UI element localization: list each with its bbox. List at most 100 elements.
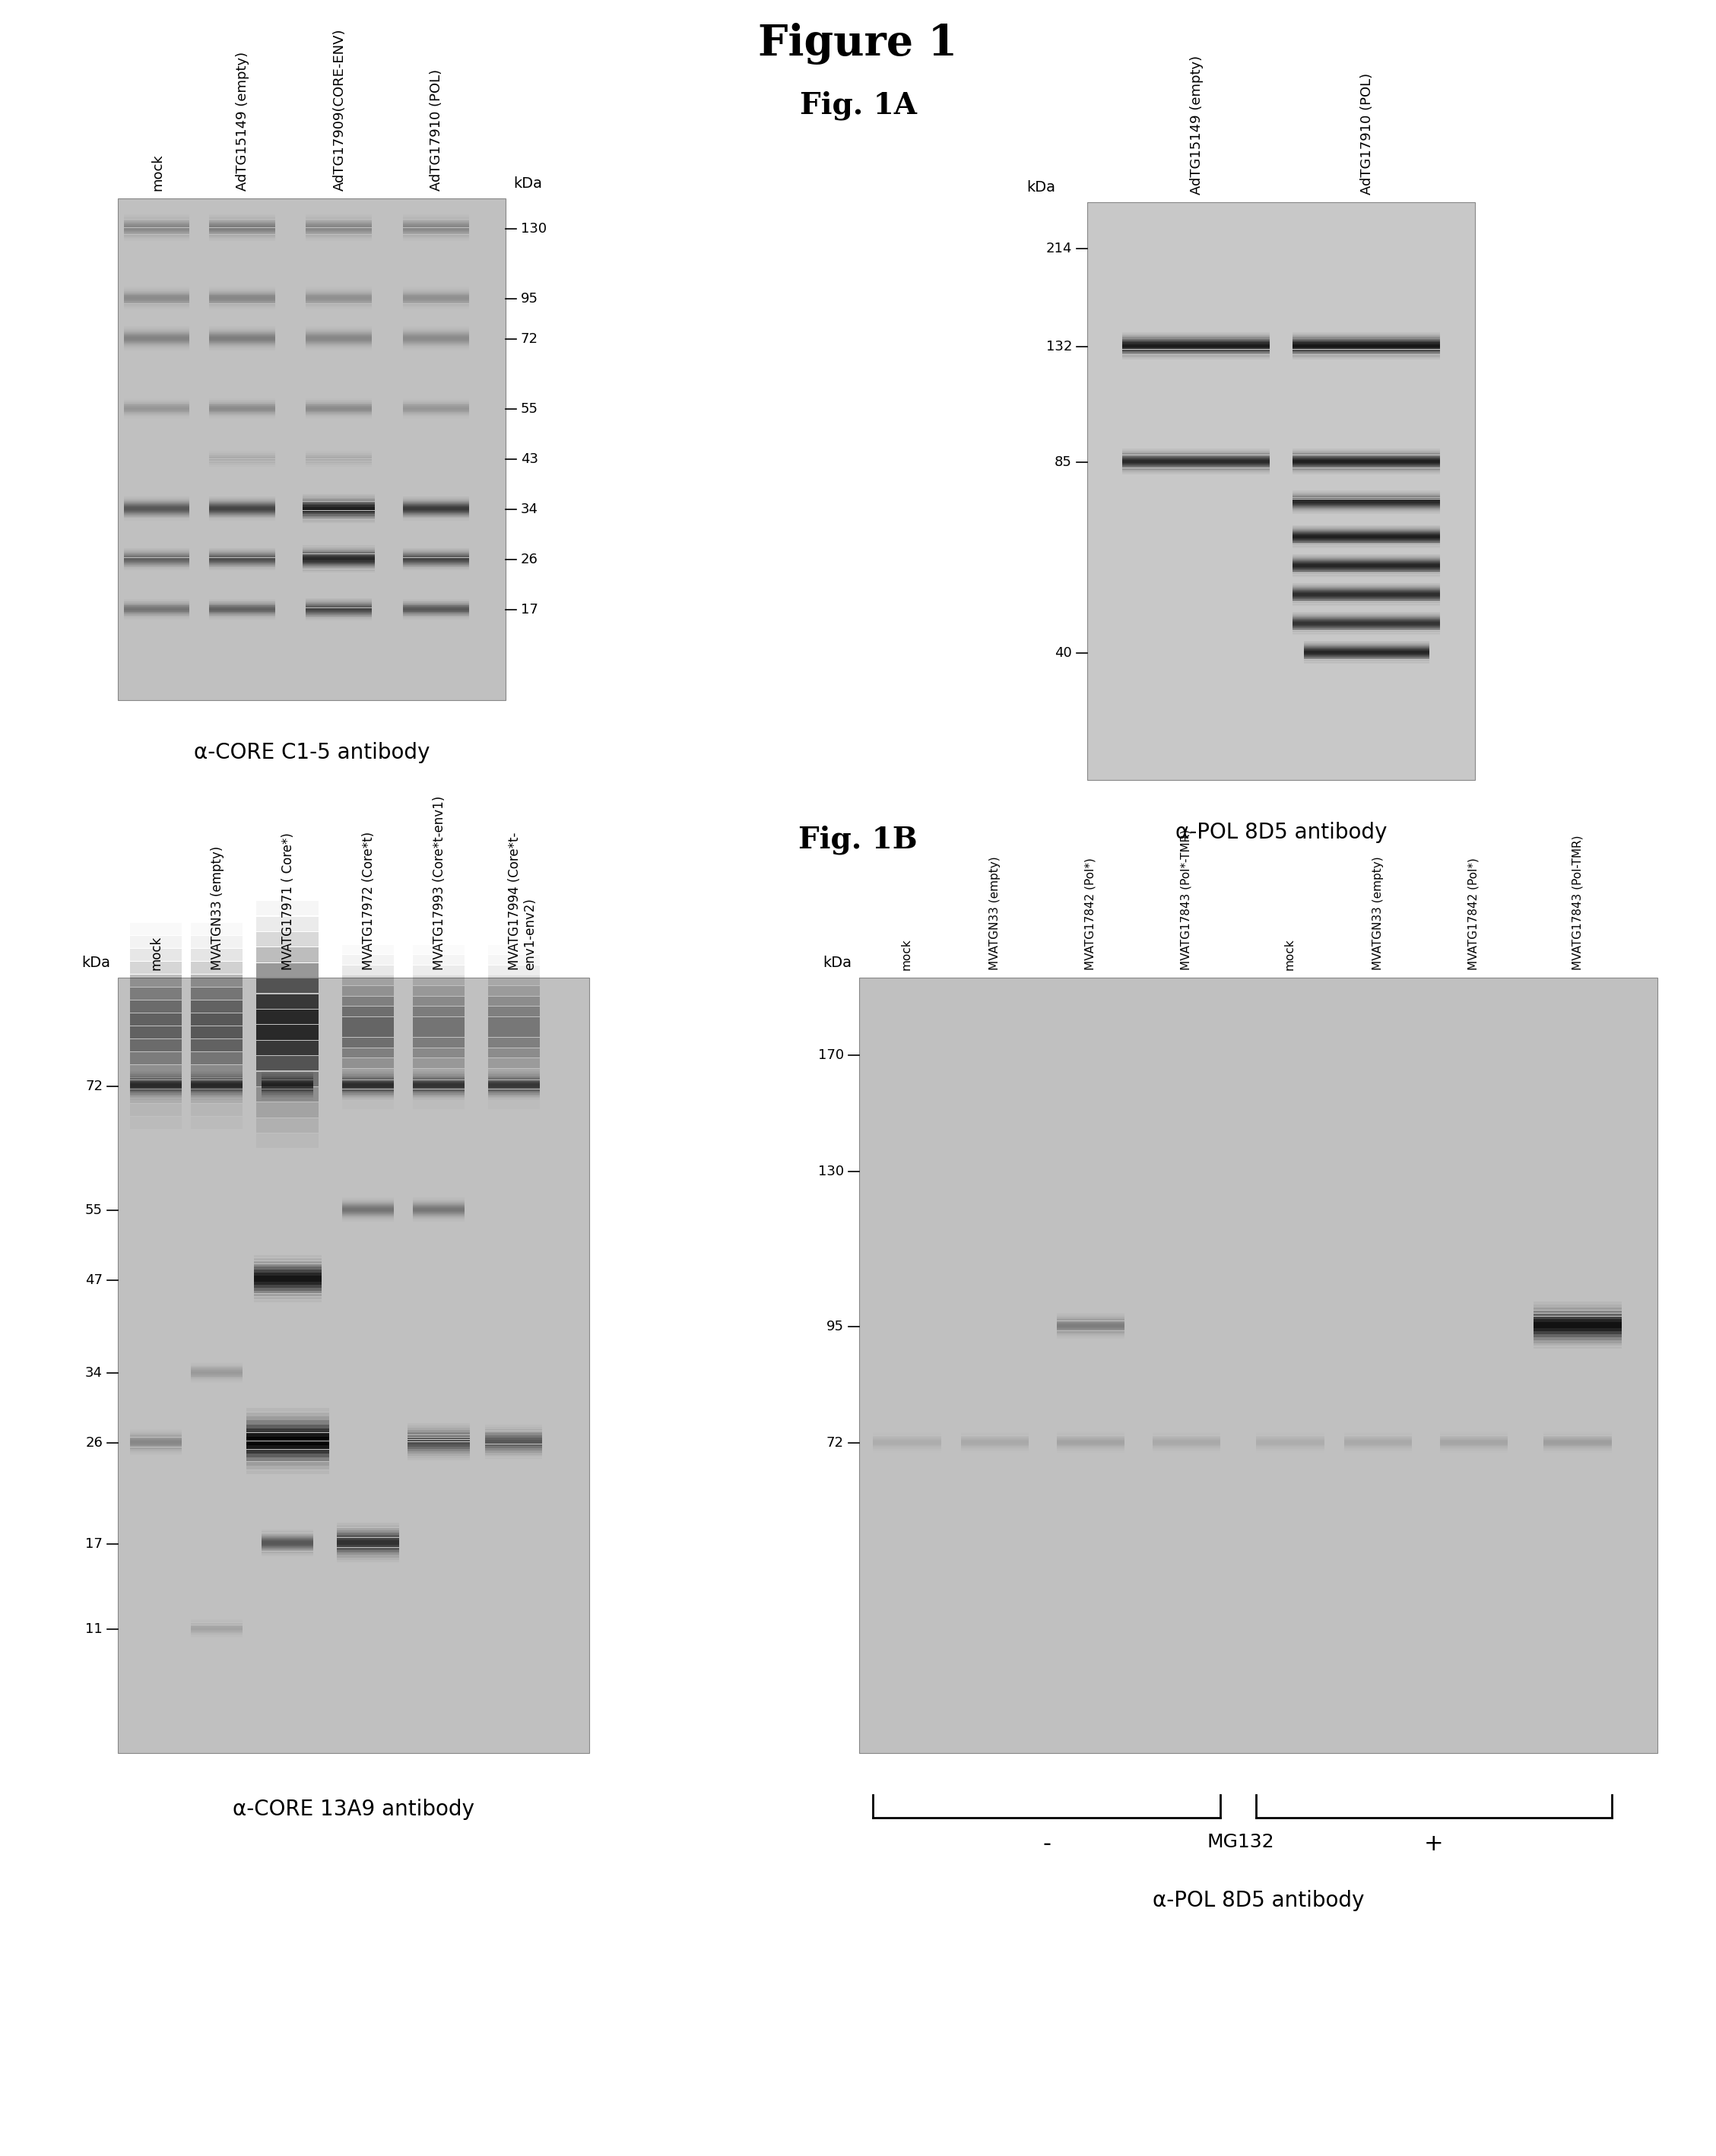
- Bar: [1534, 1337, 1622, 1341]
- Bar: [412, 1080, 465, 1089]
- Bar: [336, 1535, 398, 1537]
- Bar: [341, 1007, 393, 1015]
- Bar: [487, 1048, 541, 1059]
- Bar: [256, 994, 319, 1009]
- Bar: [130, 936, 182, 949]
- Text: 132: 132: [1045, 341, 1072, 354]
- Bar: [487, 977, 541, 985]
- Bar: [245, 1470, 329, 1475]
- Bar: [130, 1091, 182, 1104]
- Bar: [245, 1440, 329, 1445]
- Bar: [245, 1425, 329, 1429]
- Bar: [407, 1432, 470, 1434]
- Bar: [341, 944, 393, 955]
- Text: 34: 34: [522, 502, 539, 515]
- Bar: [256, 949, 319, 962]
- Text: 11: 11: [86, 1621, 103, 1636]
- Bar: [341, 1089, 393, 1100]
- Text: AdTG17910 (POL): AdTG17910 (POL): [429, 69, 443, 192]
- Bar: [407, 1423, 470, 1425]
- Bar: [407, 1429, 470, 1432]
- Bar: [190, 975, 242, 987]
- Bar: [407, 1427, 470, 1429]
- Text: 17: 17: [522, 604, 539, 617]
- Text: α-POL 8D5 antibody: α-POL 8D5 antibody: [1153, 1891, 1364, 1910]
- Bar: [256, 1072, 319, 1087]
- Bar: [341, 1069, 393, 1078]
- Bar: [336, 1533, 398, 1535]
- Bar: [256, 931, 319, 946]
- Text: α-POL 8D5 antibody: α-POL 8D5 antibody: [1175, 821, 1387, 843]
- Text: 40: 40: [1055, 647, 1072, 660]
- Bar: [341, 955, 393, 964]
- Bar: [190, 1104, 242, 1117]
- Bar: [412, 1089, 465, 1100]
- Bar: [412, 996, 465, 1007]
- Text: MVATGN33 (empty): MVATGN33 (empty): [1373, 856, 1383, 970]
- Text: 130: 130: [522, 222, 547, 235]
- Text: kDa: kDa: [513, 177, 542, 192]
- Text: MVATG17993 (Core*t-env1): MVATG17993 (Core*t-env1): [432, 796, 446, 970]
- Bar: [130, 923, 182, 936]
- Bar: [256, 1056, 319, 1072]
- Bar: [407, 1455, 470, 1457]
- Bar: [487, 1018, 541, 1026]
- Bar: [341, 1059, 393, 1067]
- Bar: [254, 1268, 321, 1270]
- Bar: [412, 1028, 465, 1037]
- Bar: [341, 1018, 393, 1026]
- Bar: [487, 966, 541, 975]
- Text: 95: 95: [522, 291, 539, 306]
- Bar: [254, 1287, 321, 1291]
- Text: mock: mock: [149, 936, 163, 970]
- Bar: [412, 977, 465, 985]
- Bar: [407, 1438, 470, 1440]
- Text: AdTG15149 (empty): AdTG15149 (empty): [235, 52, 249, 192]
- Bar: [336, 1531, 398, 1533]
- Bar: [412, 985, 465, 996]
- Bar: [245, 1466, 329, 1470]
- Bar: [336, 1522, 398, 1524]
- Text: MVATGN33 (empty): MVATGN33 (empty): [211, 845, 225, 970]
- Text: 34: 34: [86, 1367, 103, 1380]
- Bar: [190, 949, 242, 962]
- Bar: [487, 985, 541, 996]
- Bar: [1534, 1307, 1622, 1311]
- Bar: [245, 1457, 329, 1462]
- Bar: [245, 1421, 329, 1425]
- Bar: [341, 1048, 393, 1059]
- Text: 55: 55: [522, 403, 539, 416]
- Bar: [407, 1425, 470, 1427]
- Bar: [336, 1561, 398, 1563]
- Bar: [190, 1065, 242, 1078]
- Bar: [341, 985, 393, 996]
- Text: Fig. 1B: Fig. 1B: [798, 826, 918, 856]
- Bar: [336, 1537, 398, 1539]
- Text: MVATG17842 (Pol*): MVATG17842 (Pol*): [1085, 858, 1097, 970]
- Bar: [190, 1000, 242, 1013]
- Bar: [341, 966, 393, 975]
- Text: 43: 43: [522, 453, 539, 466]
- Bar: [256, 964, 319, 977]
- Bar: [487, 1028, 541, 1037]
- Bar: [130, 1013, 182, 1026]
- Bar: [254, 1270, 321, 1272]
- Bar: [245, 1449, 329, 1453]
- Bar: [245, 1445, 329, 1449]
- Bar: [341, 977, 393, 985]
- Bar: [412, 1048, 465, 1059]
- Bar: [1534, 1341, 1622, 1343]
- Bar: [487, 996, 541, 1007]
- Bar: [412, 1059, 465, 1067]
- Text: -: -: [1043, 1833, 1050, 1854]
- Bar: [341, 1100, 393, 1110]
- Bar: [130, 1026, 182, 1039]
- Bar: [487, 955, 541, 964]
- Bar: [190, 1039, 242, 1052]
- Bar: [336, 1524, 398, 1529]
- Bar: [130, 975, 182, 987]
- Bar: [336, 1529, 398, 1531]
- Bar: [256, 901, 319, 916]
- Bar: [256, 1041, 319, 1054]
- Bar: [130, 1117, 182, 1130]
